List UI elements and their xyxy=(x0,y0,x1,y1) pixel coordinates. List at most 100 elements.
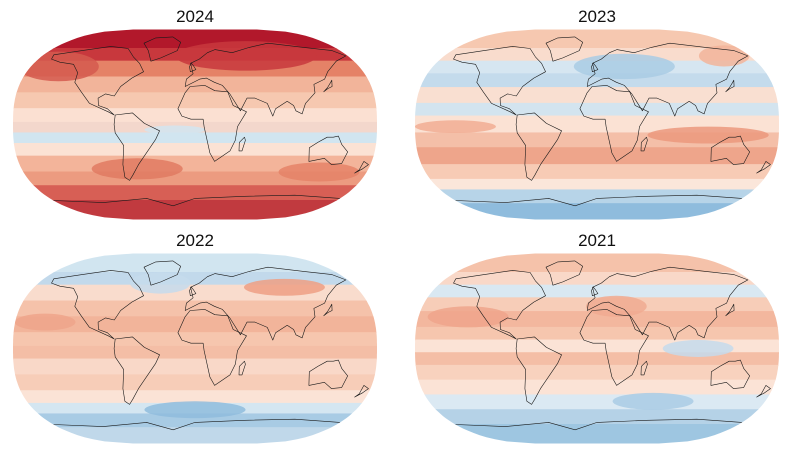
coastline-japan xyxy=(725,79,735,93)
anomaly-band xyxy=(13,92,377,110)
coastline-south-america xyxy=(515,336,562,405)
coastline-africa xyxy=(579,309,649,386)
anomaly-band xyxy=(415,326,779,341)
coastline-antarctica xyxy=(53,194,341,207)
anomaly-patch xyxy=(573,53,675,80)
coastline-africa xyxy=(177,85,247,162)
anomaly-band xyxy=(13,427,377,444)
anomaly-band xyxy=(415,394,779,411)
anomaly-band xyxy=(415,147,779,166)
anomaly-band xyxy=(415,284,779,299)
anomaly-patch xyxy=(144,125,206,134)
anomaly-band xyxy=(13,108,377,123)
anomaly-patch xyxy=(647,126,769,144)
coastline-australia xyxy=(710,359,750,389)
coastline-south-america xyxy=(113,336,160,405)
coastline-uk xyxy=(591,287,599,296)
coastline-antarctica xyxy=(455,194,743,207)
anomaly-band xyxy=(13,413,377,429)
anomaly-band xyxy=(415,424,779,444)
anomaly-field xyxy=(13,253,377,444)
anomaly-band xyxy=(13,143,377,157)
anomaly-band xyxy=(415,364,779,381)
anomaly-patch xyxy=(144,401,246,419)
coastline-eurasia xyxy=(184,42,347,117)
anomaly-patch xyxy=(427,306,509,328)
anomaly-patch xyxy=(14,313,76,331)
coastline-japan xyxy=(323,303,333,317)
anomaly-patch xyxy=(662,340,734,357)
anomaly-patch xyxy=(17,51,99,82)
anomaly-band xyxy=(13,200,377,220)
anomaly-band xyxy=(415,272,779,286)
coastline-australia xyxy=(710,135,750,165)
coastline-greenland xyxy=(545,36,583,62)
coastline-africa xyxy=(177,309,247,386)
coastline-south-america xyxy=(113,112,160,181)
anomaly-band xyxy=(13,345,377,360)
coastline-uk xyxy=(189,287,197,296)
anomaly-band xyxy=(13,185,377,201)
anomaly-band xyxy=(13,76,377,94)
coastline-north-america xyxy=(453,46,546,116)
anomaly-patch xyxy=(91,158,183,180)
panel-title: 2023 xyxy=(578,7,616,26)
coastline-madagascar xyxy=(238,360,246,376)
anomaly-patch xyxy=(244,278,325,296)
anomaly-band xyxy=(13,316,377,334)
anomaly-band xyxy=(415,29,779,49)
coastline-greenland xyxy=(545,260,583,286)
temperature-anomaly-map xyxy=(415,29,779,220)
anomaly-band xyxy=(415,253,779,273)
coastline-australia xyxy=(308,359,348,389)
coastline-north-america xyxy=(51,270,144,340)
coastline-antarctica xyxy=(53,418,341,431)
coastline-new-zealand xyxy=(756,161,771,174)
panel-title: 2021 xyxy=(578,231,616,250)
anomaly-patch xyxy=(278,162,360,182)
temperature-anomaly-map xyxy=(13,29,377,220)
anomaly-band xyxy=(13,374,377,392)
map-panel-2022: 2022 xyxy=(10,231,380,446)
anomaly-band xyxy=(13,390,377,404)
map-panel-2021: 2021 xyxy=(412,231,782,446)
coastline-north-america xyxy=(453,270,546,340)
map-panel-2023: 2023 xyxy=(412,7,782,222)
coastline-greenland xyxy=(143,36,181,62)
anomaly-patch xyxy=(175,41,317,71)
anomaly-field xyxy=(415,29,779,220)
anomaly-band xyxy=(415,379,779,396)
anomaly-patch xyxy=(698,45,750,67)
temperature-anomaly-map xyxy=(415,253,779,444)
coastline-africa xyxy=(579,85,649,162)
anomaly-band xyxy=(415,203,779,220)
coastline-madagascar xyxy=(238,136,246,152)
coastline-new-zealand xyxy=(354,161,369,174)
coastline-eurasia xyxy=(184,266,347,341)
anomaly-band xyxy=(415,87,779,104)
anomaly-band xyxy=(415,352,779,366)
coastline-eurasia xyxy=(586,266,749,341)
anomaly-band xyxy=(415,164,779,180)
anomaly-band xyxy=(13,253,377,273)
temperature-anomaly-map xyxy=(13,253,377,444)
coastline-new-zealand xyxy=(756,385,771,398)
map-panel-2024: 2024 xyxy=(10,7,380,222)
anomaly-band xyxy=(415,48,779,62)
anomaly-band xyxy=(13,358,377,376)
anomaly-field xyxy=(415,253,779,444)
anomaly-band xyxy=(415,73,779,89)
coastline-madagascar xyxy=(640,360,648,376)
coastline-madagascar xyxy=(640,136,648,152)
anomaly-field xyxy=(13,29,377,220)
anomaly-band xyxy=(415,102,779,117)
coastline-new-zealand xyxy=(354,385,369,398)
coastline-north-america xyxy=(51,46,144,116)
coastline-eurasia xyxy=(586,42,749,117)
coastline-uk xyxy=(189,63,197,72)
coastline-antarctica xyxy=(455,418,743,431)
panel-title: 2022 xyxy=(176,231,214,250)
coastline-south-america xyxy=(515,112,562,181)
anomaly-band xyxy=(415,178,779,191)
coastline-uk xyxy=(591,63,599,72)
